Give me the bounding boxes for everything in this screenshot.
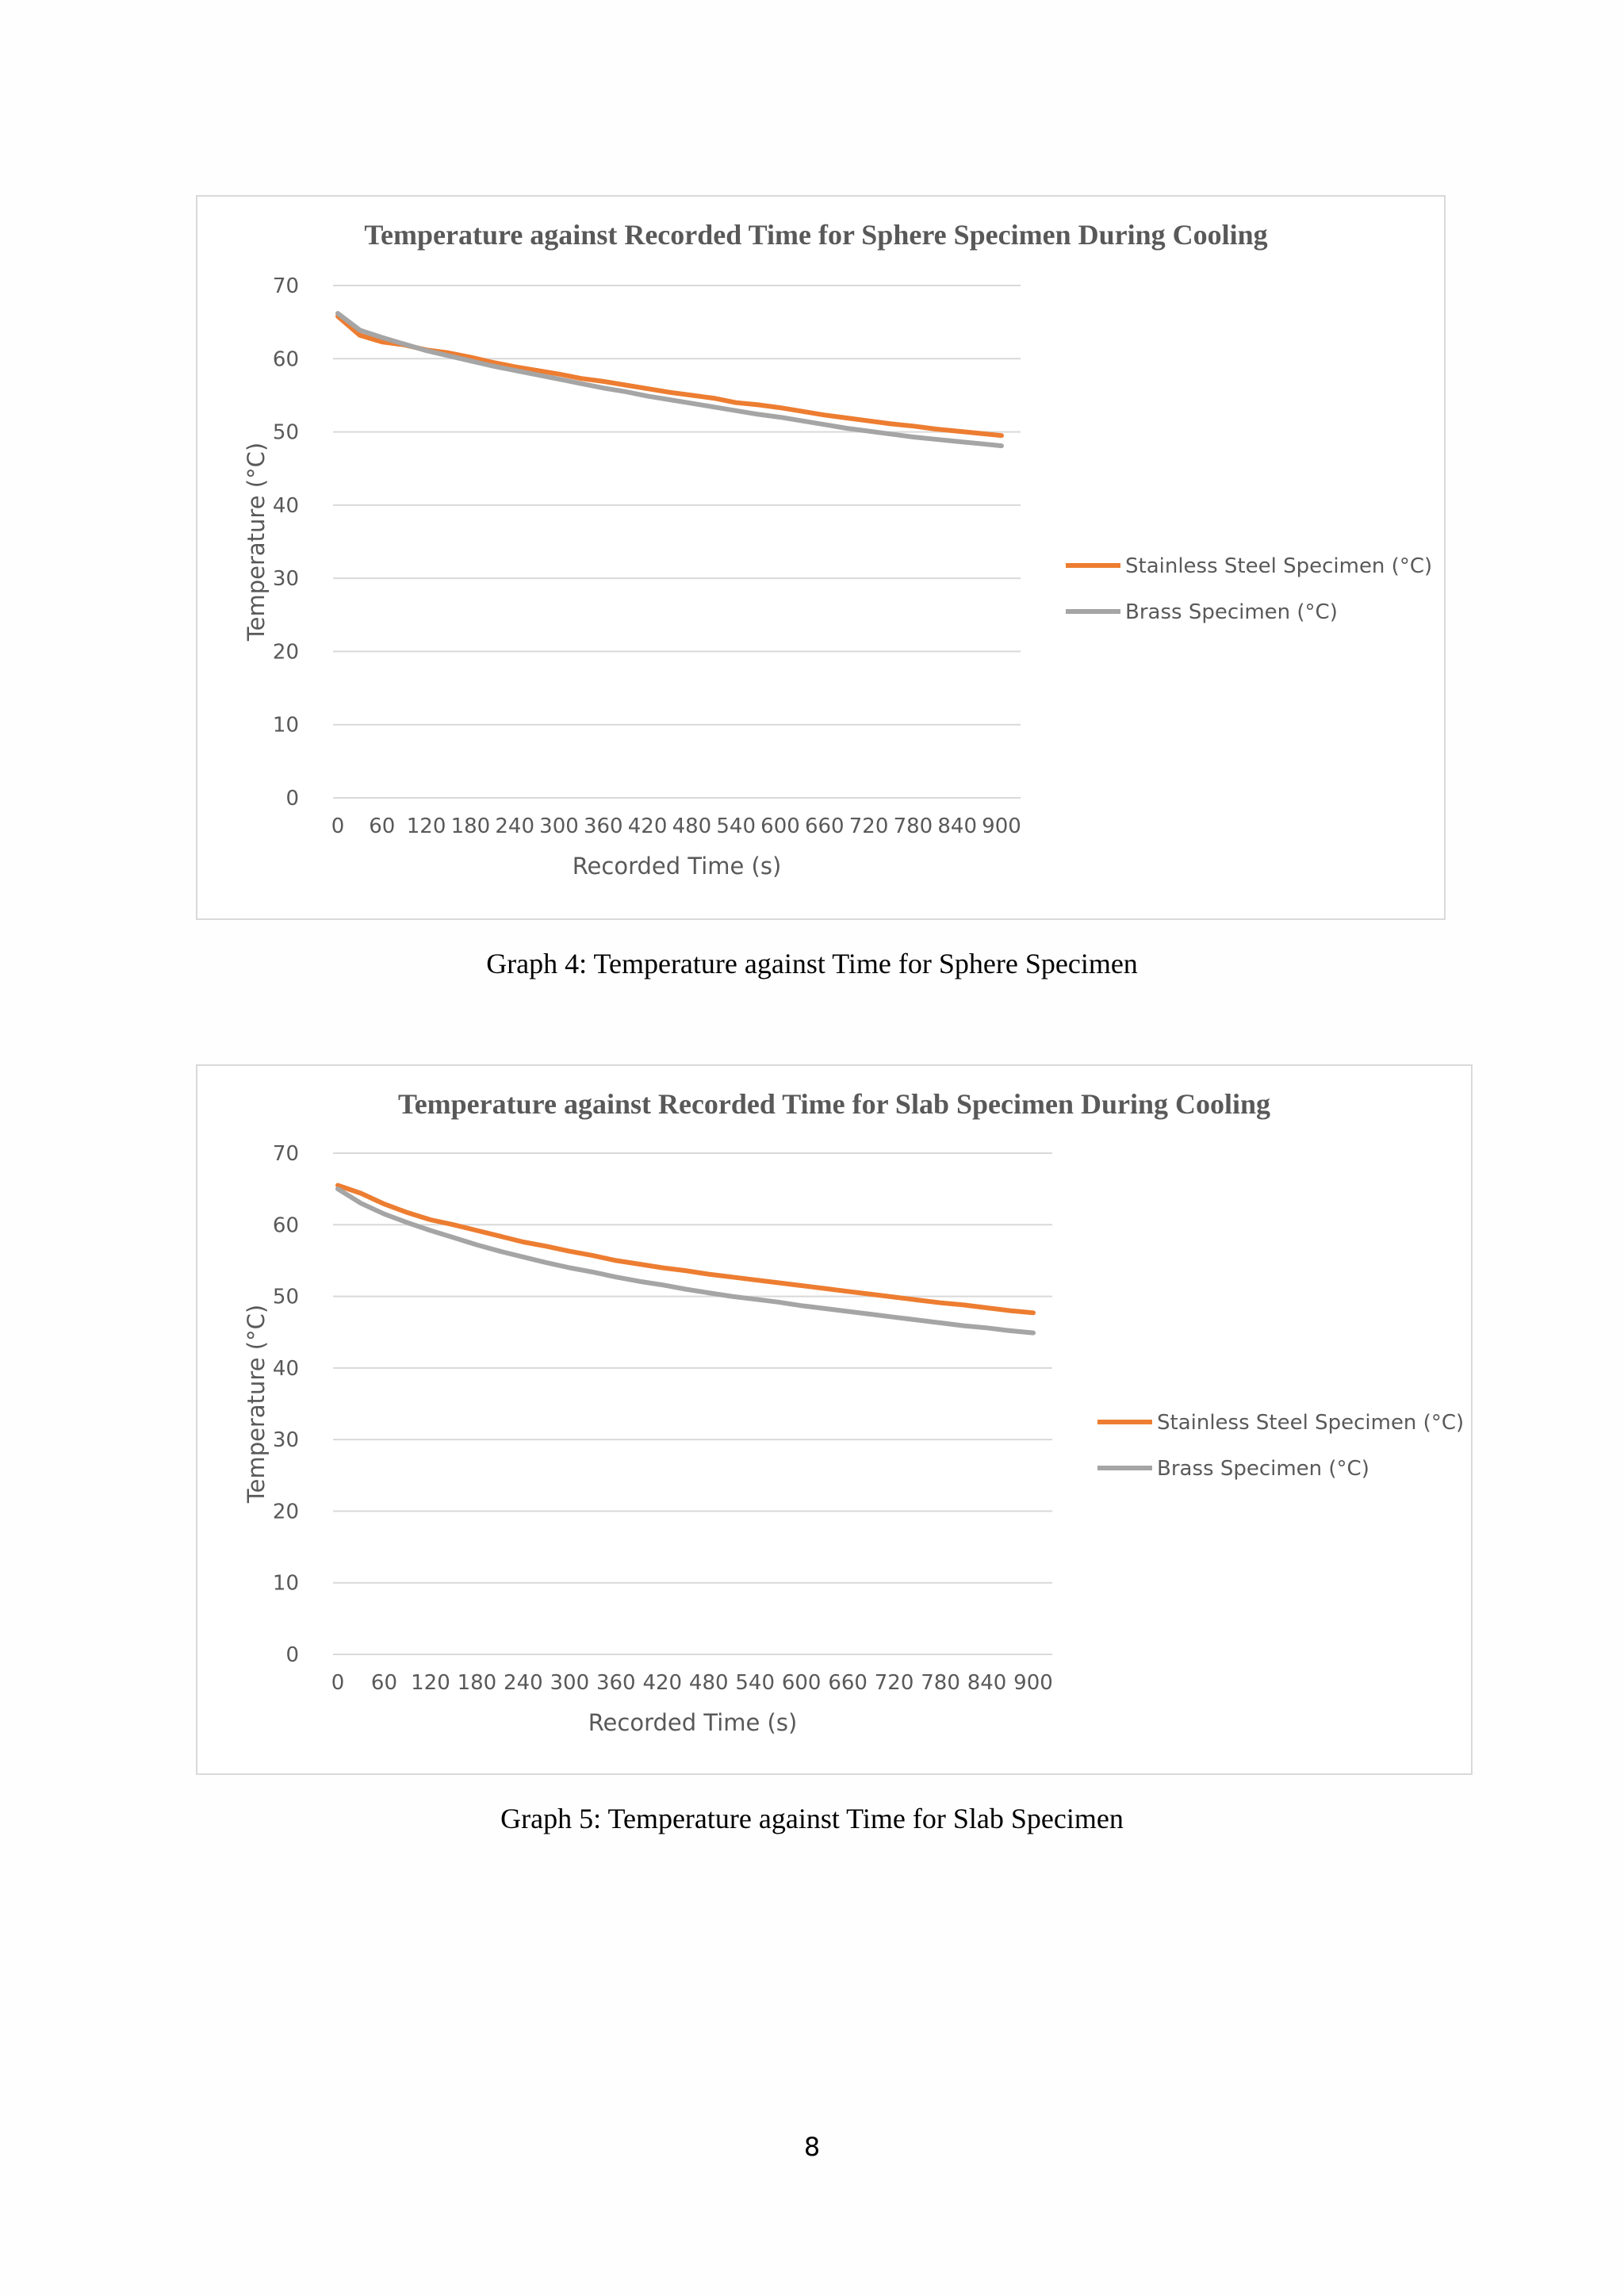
sphere-cooling-chart: Temperature against Recorded Time for Sp… <box>196 195 1446 920</box>
x-tick-label: 780 <box>894 815 933 838</box>
chart-title: Temperature against Recorded Time for Sl… <box>398 1088 1270 1120</box>
graph-5-caption: Graph 5: Temperature against Time for Sl… <box>500 1803 1124 1834</box>
brass-legend-label: Brass Specimen (°C) <box>1125 600 1338 624</box>
y-tick-label: 50 <box>273 1286 299 1309</box>
y-tick-label: 40 <box>273 1357 299 1381</box>
chart-title: Temperature against Recorded Time for Sp… <box>364 219 1267 251</box>
stainless-steel-series-line <box>335 1182 1036 1316</box>
x-tick-label: 660 <box>805 815 845 838</box>
x-tick-label: 840 <box>937 815 977 838</box>
x-tick-label: 180 <box>451 815 491 838</box>
x-tick-label: 540 <box>716 815 756 838</box>
x-tick-label: 0 <box>331 815 345 838</box>
x-tick-label: 480 <box>689 1671 729 1695</box>
x-tick-label: 900 <box>982 815 1021 838</box>
x-tick-label: 120 <box>407 815 446 838</box>
x-tick-label: 0 <box>331 1671 345 1695</box>
stainless-steel-legend-label: Stainless Steel Specimen (°C) <box>1125 554 1432 578</box>
slab-chart-svg: Temperature against Recorded Time for Sl… <box>243 1088 1464 1736</box>
x-tick-label: 360 <box>596 1671 636 1695</box>
page-number: 8 <box>803 2132 821 2162</box>
x-tick-label: 300 <box>550 1671 590 1695</box>
stainless-steel-series-line <box>335 313 1004 439</box>
stainless-steel-legend-label: Stainless Steel Specimen (°C) <box>1157 1411 1464 1435</box>
brass-legend-label: Brass Specimen (°C) <box>1157 1457 1369 1481</box>
y-tick-label: 30 <box>273 1428 299 1452</box>
x-tick-label: 900 <box>1013 1671 1053 1695</box>
y-tick-label: 0 <box>285 787 299 811</box>
x-tick-label: 540 <box>735 1671 775 1695</box>
y-axis-title: Temperature (°C) <box>243 1305 270 1504</box>
y-tick-label: 20 <box>273 640 299 664</box>
y-tick-label: 70 <box>273 274 299 298</box>
x-tick-label: 240 <box>504 1671 543 1695</box>
y-tick-label: 50 <box>273 421 299 445</box>
y-tick-label: 30 <box>273 567 299 591</box>
x-tick-label: 300 <box>539 815 579 838</box>
graph-4-caption: Graph 4: Temperature against Time for Sp… <box>486 948 1138 979</box>
x-tick-label: 120 <box>411 1671 450 1695</box>
x-tick-label: 720 <box>849 815 889 838</box>
sphere-chart-svg: Temperature against Recorded Time for Sp… <box>243 219 1432 880</box>
x-tick-label: 720 <box>875 1671 914 1695</box>
x-tick-label: 600 <box>760 815 800 838</box>
x-tick-label: 60 <box>369 815 395 838</box>
x-tick-label: 240 <box>495 815 534 838</box>
x-tick-label: 420 <box>628 815 668 838</box>
x-axis-title: Recorded Time (s) <box>588 1709 798 1736</box>
x-tick-label: 180 <box>458 1671 497 1695</box>
y-tick-label: 40 <box>273 494 299 518</box>
x-tick-label: 420 <box>642 1671 682 1695</box>
x-tick-label: 780 <box>921 1671 960 1695</box>
x-tick-label: 840 <box>967 1671 1007 1695</box>
y-tick-label: 10 <box>273 1572 299 1596</box>
x-tick-label: 600 <box>782 1671 822 1695</box>
y-tick-label: 60 <box>273 1213 299 1237</box>
y-axis-title: Temperature (°C) <box>243 443 270 642</box>
y-tick-label: 0 <box>285 1643 299 1667</box>
brass-series-line <box>335 1186 1036 1336</box>
y-tick-label: 10 <box>273 714 299 738</box>
x-tick-label: 360 <box>584 815 623 838</box>
y-tick-label: 20 <box>273 1500 299 1524</box>
y-tick-label: 70 <box>273 1142 299 1166</box>
x-tick-label: 660 <box>828 1671 868 1695</box>
slab-cooling-chart: Temperature against Recorded Time for Sl… <box>196 1064 1473 1775</box>
x-tick-label: 480 <box>672 815 712 838</box>
brass-series-line <box>335 311 1004 449</box>
x-tick-label: 60 <box>371 1671 397 1695</box>
y-tick-label: 60 <box>273 347 299 371</box>
x-axis-title: Recorded Time (s) <box>573 853 782 880</box>
